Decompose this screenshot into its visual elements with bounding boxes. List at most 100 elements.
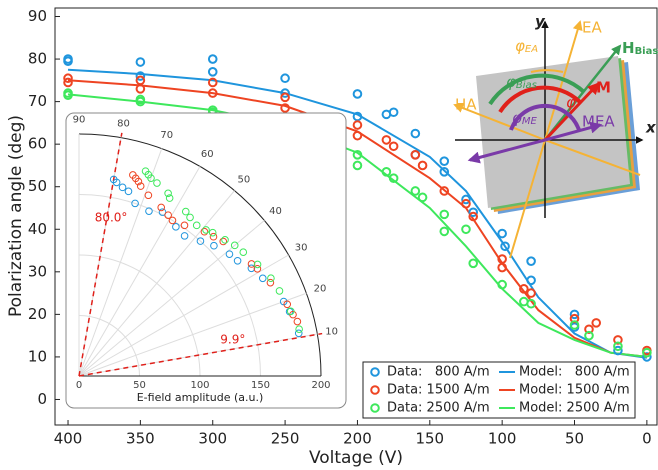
polar-grid-ray xyxy=(78,292,307,377)
data-point xyxy=(410,128,421,139)
theta-tick-label: 20 xyxy=(314,283,327,294)
polar-point xyxy=(144,191,153,200)
data-point xyxy=(439,226,450,237)
polar-point xyxy=(208,228,217,237)
polar-point xyxy=(219,237,228,246)
data-point xyxy=(135,57,146,67)
polar-point xyxy=(180,221,189,230)
polar-point xyxy=(247,260,256,268)
label: MEA xyxy=(582,113,615,131)
label-main: H xyxy=(622,39,635,57)
data-point xyxy=(519,284,529,294)
legend-marker xyxy=(370,385,380,395)
polar-point xyxy=(286,307,295,316)
data-point xyxy=(584,324,594,335)
legend-marker xyxy=(370,367,380,377)
data-point xyxy=(591,318,602,328)
data-point xyxy=(135,84,146,94)
legend-label: Data: 2500 A/m xyxy=(387,401,490,416)
polar-point xyxy=(266,278,275,287)
label: HA xyxy=(455,96,477,114)
polar-point xyxy=(230,241,239,250)
label: HBias xyxy=(622,39,658,58)
legend-label: Data: 1500 A/m xyxy=(387,383,490,398)
legend-label: Model: 2500 A/m xyxy=(519,401,630,416)
data-point xyxy=(63,77,73,88)
polar-point xyxy=(233,256,242,265)
x-tick-label: 150 xyxy=(415,430,444,448)
data-point xyxy=(207,88,218,98)
data-point xyxy=(497,262,507,273)
data-point xyxy=(461,198,471,209)
y-tick-label: 40 xyxy=(28,220,47,238)
label-main: φ xyxy=(512,109,522,127)
data-point xyxy=(352,160,363,171)
y-tick-label: 10 xyxy=(28,347,47,365)
polar-point xyxy=(225,250,234,258)
data-point xyxy=(642,347,652,358)
label: φ xyxy=(566,94,576,112)
r-tick-label: 150 xyxy=(251,380,270,391)
ha-arrow xyxy=(453,103,546,141)
x-tick-label: 300 xyxy=(198,430,227,448)
label: y xyxy=(535,13,546,31)
r-tick-label: 0 xyxy=(76,380,82,391)
data-point xyxy=(613,345,623,356)
polar-point xyxy=(210,241,218,250)
data-point xyxy=(497,228,507,239)
data-point xyxy=(207,54,218,64)
x-tick-label: 350 xyxy=(126,430,155,448)
main-plot: 400 350 300 250 200 150 100 50 00102030405060708… xyxy=(28,7,652,448)
angle-arc xyxy=(509,103,581,131)
polar-point xyxy=(196,237,205,245)
data-point xyxy=(569,313,580,324)
label: x xyxy=(645,119,657,137)
polar-point xyxy=(275,287,284,295)
legend-label: Model: 800 A/m xyxy=(519,365,630,380)
data-point xyxy=(439,209,450,220)
polar-point xyxy=(209,232,218,241)
polar-point xyxy=(181,207,190,216)
polar-point xyxy=(124,187,133,196)
theta-tick-label: 70 xyxy=(160,130,173,141)
label: EA xyxy=(582,19,602,37)
polar-grid-arc xyxy=(78,315,140,377)
x-tick-label: 50 xyxy=(565,430,584,448)
y-tick-label: 60 xyxy=(28,135,47,153)
data-point xyxy=(352,130,363,141)
data-point xyxy=(468,207,479,218)
angle-arc xyxy=(498,85,582,114)
diagram: y x EA HA MEA M φ HBias φEA φBias φME xyxy=(453,13,658,259)
polar-grid-ray xyxy=(78,190,235,377)
data-point xyxy=(642,352,652,362)
y-tick-label: 20 xyxy=(28,305,47,323)
polar-point xyxy=(172,223,180,231)
data-point xyxy=(461,194,471,205)
data-point xyxy=(352,150,363,160)
polar-point xyxy=(253,260,262,269)
data-point xyxy=(569,320,580,330)
polar-x-label: E-field amplitude (a.u.) xyxy=(137,391,264,404)
data-point xyxy=(207,77,218,88)
polar-point xyxy=(283,300,292,309)
legend-label: Data: 800 A/m xyxy=(387,365,490,380)
polar-point xyxy=(158,208,167,216)
data-point xyxy=(388,107,399,118)
mea-arrow xyxy=(467,138,546,164)
data-point xyxy=(569,309,580,320)
legend: Data: 800 A/m Data: 1500 A/m Data: 2500 A/… xyxy=(362,361,636,419)
polar-point xyxy=(267,274,275,283)
polar-point xyxy=(145,207,153,215)
polar-point xyxy=(253,265,262,273)
polar-point xyxy=(147,174,155,182)
inset-frame xyxy=(65,112,347,409)
y-tick-label: 70 xyxy=(28,92,47,110)
data-point xyxy=(417,160,428,171)
polar-point xyxy=(131,199,139,208)
polar-point xyxy=(192,221,201,230)
data-point xyxy=(207,67,218,77)
label: φEA xyxy=(515,37,538,56)
angle-arc xyxy=(530,69,564,73)
polar-point xyxy=(221,236,229,244)
x-tick-label: 250 xyxy=(271,430,300,448)
